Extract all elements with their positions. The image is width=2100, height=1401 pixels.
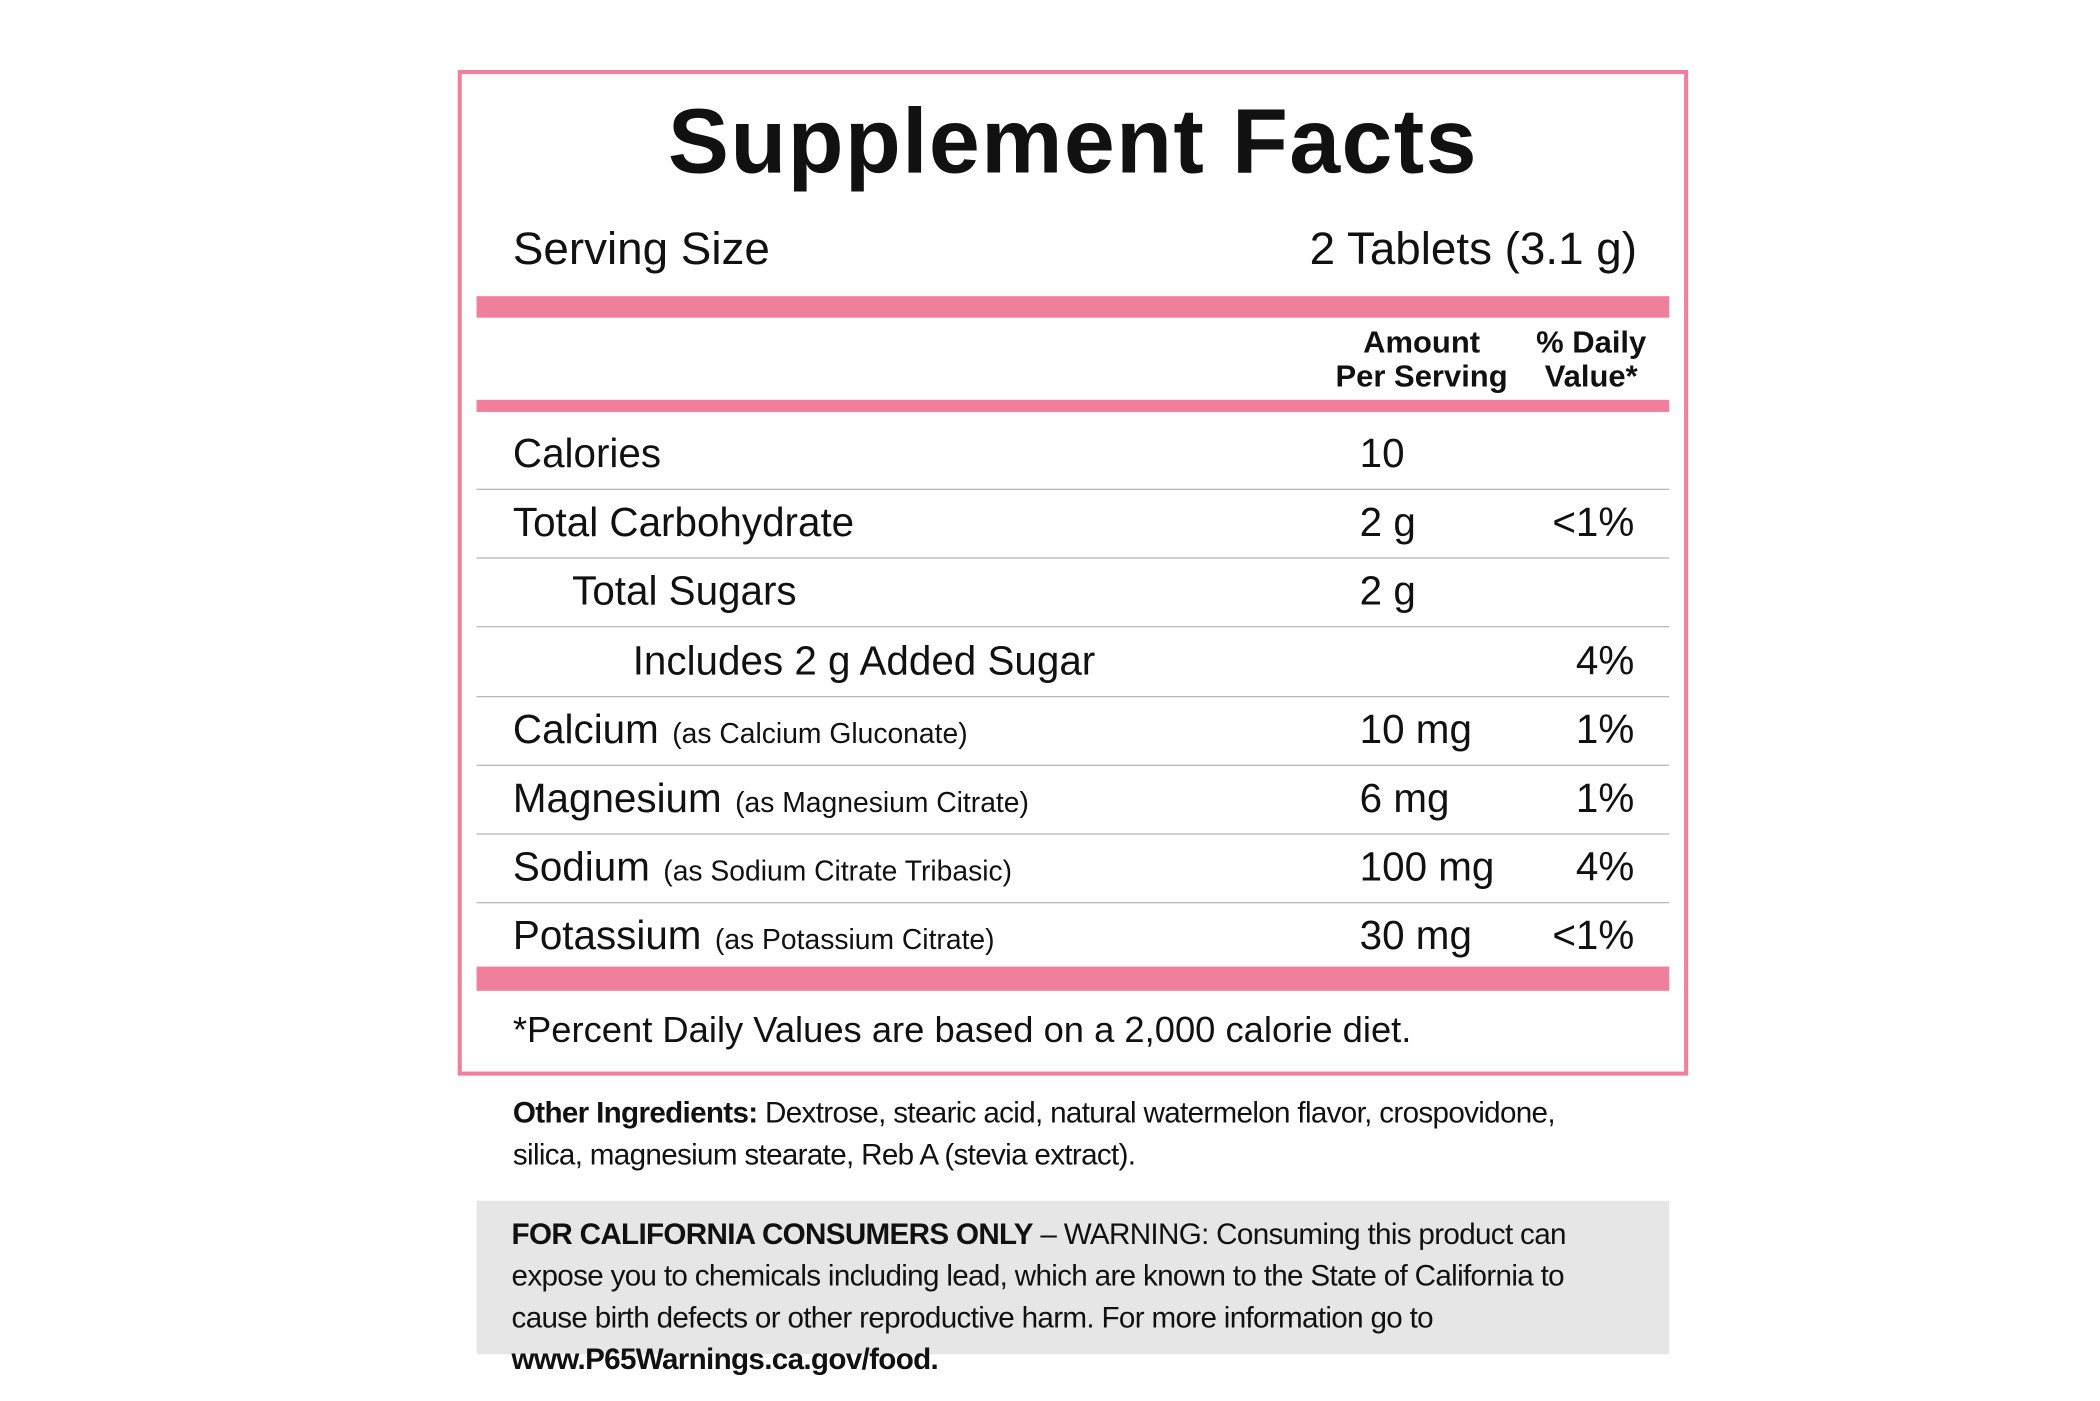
daily-value: 1% bbox=[1575, 776, 1635, 822]
header-line: Value* bbox=[1544, 358, 1638, 394]
other-ingredients: Other Ingredients: Dextrose, stearic aci… bbox=[513, 1092, 1590, 1175]
warning-link: www.P65Warnings.ca.gov/food. bbox=[511, 1342, 939, 1376]
nutrient-name: Calcium bbox=[512, 707, 659, 753]
nutrient: Calcium (as Calcium Gluconate) bbox=[513, 708, 968, 754]
facts-row: Magnesium (as Magnesium Citrate) 6 mg 1% bbox=[476, 765, 1670, 835]
nutrient-name: Includes 2 g Added Sugar bbox=[632, 638, 1096, 684]
nutrient: Magnesium (as Magnesium Citrate) bbox=[513, 777, 1029, 823]
ingredients-label: Other Ingredients: bbox=[512, 1095, 758, 1130]
amount: 6 mg bbox=[1359, 776, 1450, 822]
amount: 100 mg bbox=[1359, 845, 1495, 891]
facts-row: Includes 2 g Added Sugar 4% bbox=[476, 627, 1670, 697]
header-line: Amount bbox=[1363, 324, 1481, 360]
nutrient-name: Potassium bbox=[512, 914, 702, 960]
warning-text: – WARNING: Consuming this product can ex… bbox=[511, 1216, 1567, 1335]
facts-row: Calcium (as Calcium Gluconate) 10 mg 1% bbox=[476, 696, 1670, 766]
amount: 2 g bbox=[1359, 501, 1416, 546]
nutrient: Calories bbox=[513, 432, 661, 478]
facts-row: Total Sugars 2 g bbox=[476, 558, 1670, 628]
facts-row: Total Carbohydrate 2 g <1% bbox=[476, 489, 1670, 559]
nutrient: Includes 2 g Added Sugar bbox=[633, 639, 1096, 685]
warning: FOR CALIFORNIA CONSUMERS ONLY – WARNING:… bbox=[476, 1200, 1670, 1376]
dv-header: % Daily Value* bbox=[1524, 324, 1659, 394]
serving-size-label: Serving Size bbox=[512, 223, 770, 275]
amount: 2 g bbox=[1359, 569, 1416, 615]
amount: 10 bbox=[1359, 432, 1405, 477]
nutrient: Potassium (as Potassium Citrate) bbox=[513, 915, 995, 961]
facts-border bbox=[457, 70, 1689, 1076]
amount: 10 mg bbox=[1359, 707, 1472, 753]
daily-value: 4% bbox=[1575, 638, 1635, 684]
nutrient-name: Magnesium bbox=[512, 776, 722, 822]
divider bbox=[476, 399, 1670, 412]
facts-row: Calories 10 bbox=[476, 420, 1670, 491]
nutrient-source: (as Calcium Gluconate) bbox=[672, 718, 968, 750]
nutrient-source: (as Sodium Citrate Tribasic) bbox=[663, 856, 1013, 888]
header-line: Per Serving bbox=[1335, 358, 1508, 394]
footnote: *Percent Daily Values are based on a 2,0… bbox=[512, 1009, 1412, 1051]
daily-value: 4% bbox=[1575, 845, 1635, 891]
nutrient-name: Total Carbohydrate bbox=[512, 501, 855, 546]
header-line: % Daily bbox=[1536, 324, 1647, 360]
title: Supplement Facts bbox=[667, 90, 1478, 193]
nutrient-name: Sodium bbox=[512, 845, 650, 891]
nutrient: Total Carbohydrate bbox=[513, 501, 854, 547]
facts-row: Potassium (as Potassium Citrate) 30 mg <1% bbox=[477, 902, 1670, 971]
nutrient-source: (as Potassium Citrate) bbox=[714, 925, 995, 957]
facts-row: Sodium (as Sodium Citrate Tribasic) 100 mg… bbox=[476, 834, 1670, 904]
divider bbox=[476, 966, 1670, 991]
amount-header: Amount Per Serving bbox=[1326, 324, 1517, 394]
nutrient: Sodium (as Sodium Citrate Tribasic) bbox=[513, 846, 1012, 892]
daily-value: <1% bbox=[1552, 501, 1635, 546]
nutrient-name: Calories bbox=[512, 432, 662, 477]
warning-label: FOR CALIFORNIA CONSUMERS ONLY bbox=[511, 1216, 1034, 1251]
nutrient-source: (as Magnesium Citrate) bbox=[735, 787, 1029, 819]
ingredients-text: Dextrose, stearic acid, natural watermel… bbox=[512, 1095, 1556, 1172]
serving-size-value: 2 Tablets (3.1 g) bbox=[1309, 223, 1637, 275]
divider bbox=[476, 296, 1670, 318]
amount: 30 mg bbox=[1359, 914, 1472, 960]
daily-value: 1% bbox=[1575, 707, 1635, 753]
nutrient-name: Total Sugars bbox=[572, 569, 797, 615]
nutrient: Total Sugars bbox=[572, 570, 796, 616]
daily-value: <1% bbox=[1552, 914, 1635, 960]
